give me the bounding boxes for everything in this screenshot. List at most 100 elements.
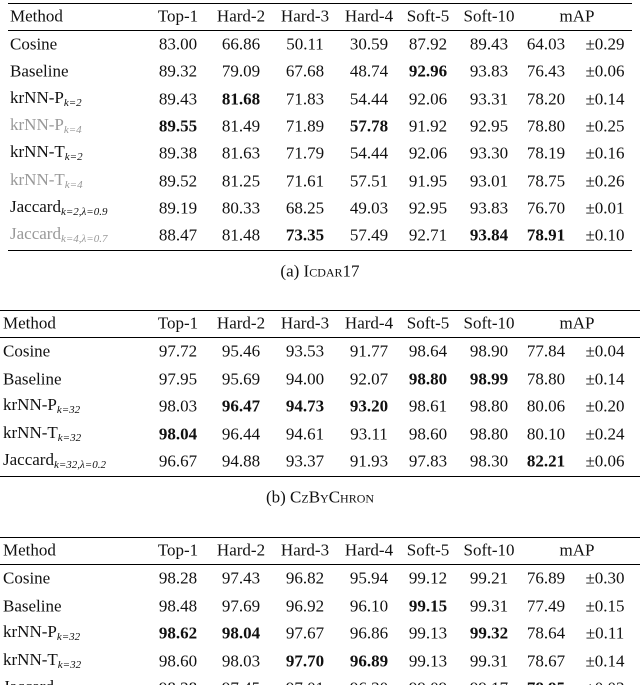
method-name: Cosine [3, 343, 50, 360]
column-header: Hard-2 [216, 540, 266, 560]
cell: 96.86 [349, 623, 389, 643]
header-rule [0, 337, 640, 338]
cell: 97.83 [408, 451, 448, 471]
cell: 78.91 [526, 225, 566, 245]
cell: 81.63 [221, 143, 261, 163]
cell: ±0.10 [585, 225, 625, 245]
caption-name: Icdar17 [303, 261, 360, 281]
method: Jaccard [10, 196, 61, 216]
cell: 49.03 [349, 198, 389, 218]
method-subscript: k=4,λ=0.7 [60, 233, 108, 246]
cell: 78.80 [526, 116, 566, 136]
cell: 80.10 [526, 424, 566, 443]
cell: 88.47 [158, 225, 198, 245]
method: krNN-T [3, 649, 58, 669]
cell: 78.64 [526, 623, 566, 643]
cell: 93.01 [469, 171, 509, 190]
cell: 89.43 [469, 34, 509, 54]
cell: 98.60 [158, 651, 198, 670]
cell: 95.69 [221, 369, 261, 388]
method: Cosine [3, 568, 51, 588]
method: Jaccard [10, 224, 61, 244]
cell: ±0.30 [585, 568, 625, 588]
cell: 93.83 [469, 198, 509, 218]
cell: 98.48 [158, 596, 198, 615]
column-header: mAP [559, 6, 595, 26]
cell: 30.59 [349, 34, 389, 54]
cell: 99.13 [408, 623, 448, 643]
column-header: Soft-5 [406, 313, 450, 333]
cell: 98.04 [158, 424, 198, 443]
top-rule [0, 537, 640, 538]
cell: 91.95 [408, 171, 448, 190]
method-name: Cosine [10, 36, 57, 53]
column-header: Hard-2 [216, 313, 266, 333]
caption: (b) CzByChron [266, 489, 374, 506]
cell: 96.10 [349, 596, 389, 615]
cell: 94.61 [285, 424, 325, 443]
cell: 97.45 [222, 680, 260, 685]
column-header: Hard-3 [280, 6, 330, 26]
cell: 94.88 [221, 451, 261, 471]
cell: 81.25 [221, 171, 261, 190]
cell: 97.67 [285, 623, 325, 643]
cell: ±0.14 [585, 651, 625, 670]
cell: 91.77 [349, 341, 389, 361]
cell: ±0.16 [585, 143, 625, 163]
cell: 92.06 [408, 143, 448, 163]
cell: 82.21 [526, 451, 566, 471]
cell: 79.09 [221, 61, 261, 81]
cell: 78.19 [526, 143, 566, 163]
cell: ±0.03 [585, 680, 624, 685]
cell: 92.06 [408, 89, 448, 109]
method-subscript: k=4 [64, 178, 83, 191]
column-header: Top-1 [157, 313, 199, 333]
method: Jaccard [3, 677, 54, 685]
cell: 57.78 [349, 116, 389, 136]
method-name: Baseline [3, 597, 62, 614]
cell: 93.53 [285, 341, 325, 361]
method: Cosine [10, 34, 58, 54]
cell: ±0.01 [585, 198, 625, 218]
cell: 78.20 [526, 89, 566, 109]
cell: 73.35 [285, 225, 325, 245]
method-subscript: k=4 [63, 123, 82, 136]
cell: 93.31 [469, 89, 509, 109]
cell: 54.44 [349, 143, 389, 163]
cell: 99.31 [469, 596, 509, 615]
cell: 54.44 [349, 89, 389, 109]
cell: ±0.29 [585, 34, 625, 54]
method-name: Baseline [3, 370, 62, 387]
cell: 81.49 [221, 116, 261, 136]
cell: 99.17 [470, 680, 508, 685]
column-header: Hard-4 [344, 313, 394, 333]
method-name: krNN-Tk=32 [3, 651, 81, 671]
cell: 76.89 [526, 568, 566, 588]
cell: ±0.14 [585, 369, 625, 388]
cell: 89.55 [158, 116, 198, 136]
column-header: Soft-10 [463, 313, 515, 333]
cell: 78.95 [527, 680, 565, 685]
bottom-rule [8, 250, 632, 252]
column-header: Hard-4 [344, 540, 394, 560]
cell: 97.43 [221, 568, 261, 588]
method: krNN-T [10, 142, 65, 162]
cell: 97.72 [158, 341, 198, 361]
cell: 92.07 [349, 369, 389, 388]
cell: 93.37 [285, 451, 325, 471]
column-header: Method [3, 540, 56, 560]
cell: 97.01 [286, 680, 324, 685]
method-name: Baseline [10, 63, 69, 80]
cell: 89.32 [158, 61, 198, 81]
method-subscript: k=2 [63, 96, 82, 109]
cell: 78.75 [526, 171, 566, 190]
method-name: Cosine [3, 570, 50, 587]
method-name: krNN-Tk=32 [3, 424, 81, 444]
caption-label: (a) [280, 261, 300, 281]
cell: 96.44 [221, 424, 261, 443]
column-header: Hard-3 [280, 313, 330, 333]
cell: 67.68 [285, 61, 325, 81]
cell: 94.73 [285, 396, 325, 416]
top-rule [8, 3, 632, 4]
